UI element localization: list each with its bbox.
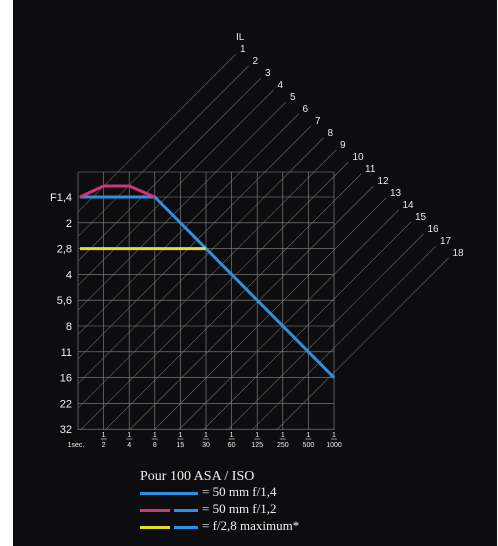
ev-line [135, 245, 437, 430]
ev-value-label: 12 [378, 176, 390, 187]
ev-value-label: 3 [265, 68, 271, 79]
legend: Pour 100 ASA / ISO = 50 mm f/1,4 = 50 mm … [140, 469, 299, 533]
x-tick-numerator: 1 [306, 432, 310, 439]
ev-value-label: 13 [390, 188, 402, 199]
legend-swatch [174, 509, 198, 512]
legend-swatch [140, 526, 170, 529]
x-tick-label: 60 [228, 442, 236, 449]
ev-diagonal-lines [78, 53, 449, 430]
x-tick-numerator: 1 [102, 432, 106, 439]
ev-line [78, 53, 237, 355]
chart-panel [13, 0, 497, 546]
ev-line [148, 257, 449, 430]
ev-line [78, 101, 287, 403]
x-tick-numerator: 1 [230, 432, 234, 439]
ev-line [78, 161, 349, 430]
x-tick-numerator: 1 [332, 432, 336, 439]
ev-value-label: 11 [365, 164, 376, 175]
ev-line [78, 125, 312, 427]
legend-entry-label: = f/2,8 maximum* [202, 518, 299, 533]
series-line-2 [79, 184, 156, 199]
ev-line [78, 65, 249, 367]
x-tick-label: 2 [102, 442, 106, 449]
ev-line [78, 149, 337, 430]
ev-line [78, 113, 299, 415]
x-tick-label: 4 [127, 442, 131, 449]
y-tick-label: 4 [66, 269, 72, 281]
legend-swatch [174, 526, 198, 529]
y-tick-label: 32 [60, 424, 72, 436]
y-tick-label: 5,6 [57, 295, 72, 307]
ev-line [78, 137, 324, 430]
ev-value-label: 16 [428, 224, 440, 235]
x-tick-label: 125 [251, 442, 263, 449]
x-tick-numerator: 1 [281, 432, 285, 439]
x-tick-label: 1sec. [68, 442, 85, 449]
y-tick-label: 2 [66, 218, 72, 230]
x-tick-numerator: 1 [204, 432, 208, 439]
legend-swatch [140, 509, 170, 512]
ev-line [78, 185, 374, 430]
legend-title: Pour 100 ASA / ISO [140, 469, 254, 484]
ev-value-label: 4 [278, 80, 284, 91]
ev-value-label: 14 [403, 200, 415, 211]
y-tick-label: 11 [61, 347, 72, 359]
y-tick-label: 22 [60, 398, 72, 410]
ev-line [123, 233, 424, 430]
x-tick-label: 15 [177, 442, 185, 449]
y-tick-label: 16 [60, 373, 72, 385]
ev-value-label: 17 [440, 236, 452, 247]
ev-line [78, 77, 262, 379]
series-line-1 [80, 195, 336, 379]
ev-value-label: 15 [415, 212, 427, 223]
ev-value-label: 18 [453, 248, 465, 259]
y-tick-label: 8 [66, 321, 72, 333]
ev-value-label: 8 [328, 128, 334, 139]
x-tick-label: 8 [153, 442, 157, 449]
ev-value-label: 2 [253, 56, 259, 67]
grid-lines [77, 171, 335, 430]
y-tick-label: F1,4 [50, 192, 72, 204]
ev-axis-label: IL [236, 32, 245, 43]
ev-line [85, 197, 387, 430]
ev-value-label: 1 [240, 44, 246, 55]
x-tick-labels: 1sec. 1 2 1 4 1 8 1 15 1 30 1 60 1 125 1 250 1 500 1 1000 [68, 432, 342, 449]
x-tick-label: 1000 [326, 442, 342, 449]
legend-entry-label: = 50 mm f/1,4 [202, 484, 277, 499]
x-tick-numerator: 1 [255, 432, 259, 439]
ev-value-label: 5 [290, 92, 296, 103]
x-tick-numerator: 1 [153, 432, 157, 439]
x-tick-numerator: 1 [127, 432, 131, 439]
x-tick-label: 250 [277, 442, 289, 449]
x-tick-label: 500 [303, 442, 315, 449]
ev-line [110, 221, 412, 430]
ev-line [78, 173, 362, 430]
x-tick-numerator: 1 [178, 432, 182, 439]
legend-swatch [140, 492, 198, 495]
legend-entry-label: = 50 mm f/1,2 [202, 501, 277, 516]
ev-value-label: 10 [353, 152, 365, 163]
y-tick-labels: F1,4 2 2,8 4 5,6 8 11 16 22 32 [50, 192, 72, 436]
y-tick-label: 2,8 [57, 244, 72, 256]
ev-value-label: 6 [303, 104, 309, 115]
ev-value-label: 7 [315, 116, 321, 127]
series-lines [79, 184, 336, 379]
x-tick-label: 30 [202, 442, 210, 449]
ev-line [98, 209, 399, 430]
ev-value-label: 9 [340, 140, 346, 151]
ev-line [78, 89, 274, 391]
